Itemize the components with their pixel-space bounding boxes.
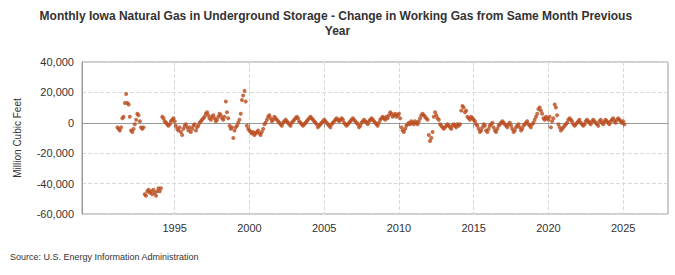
svg-text:0: 0 (68, 117, 74, 129)
svg-text:2010: 2010 (387, 222, 411, 234)
svg-text:40,000: 40,000 (40, 56, 74, 68)
svg-text:1995: 1995 (162, 222, 186, 234)
svg-text:Monthly Iowa Natural Gas in Un: Monthly Iowa Natural Gas in Underground … (40, 9, 636, 23)
svg-text:Source: U.S. Energy Informatio: Source: U.S. Energy Information Administ… (10, 252, 199, 262)
svg-text:2005: 2005 (312, 222, 336, 234)
svg-text:2020: 2020 (536, 222, 560, 234)
svg-text:2025: 2025 (611, 222, 635, 234)
svg-text:-40,000: -40,000 (37, 178, 74, 190)
svg-text:-20,000: -20,000 (37, 147, 74, 159)
svg-text:-60,000: -60,000 (37, 208, 74, 220)
svg-text:2000: 2000 (237, 222, 261, 234)
svg-text:20,000: 20,000 (40, 86, 74, 98)
svg-text:Year: Year (325, 24, 351, 38)
svg-text:Million Cubic Feet: Million Cubic Feet (12, 98, 23, 178)
svg-text:2015: 2015 (461, 222, 485, 234)
